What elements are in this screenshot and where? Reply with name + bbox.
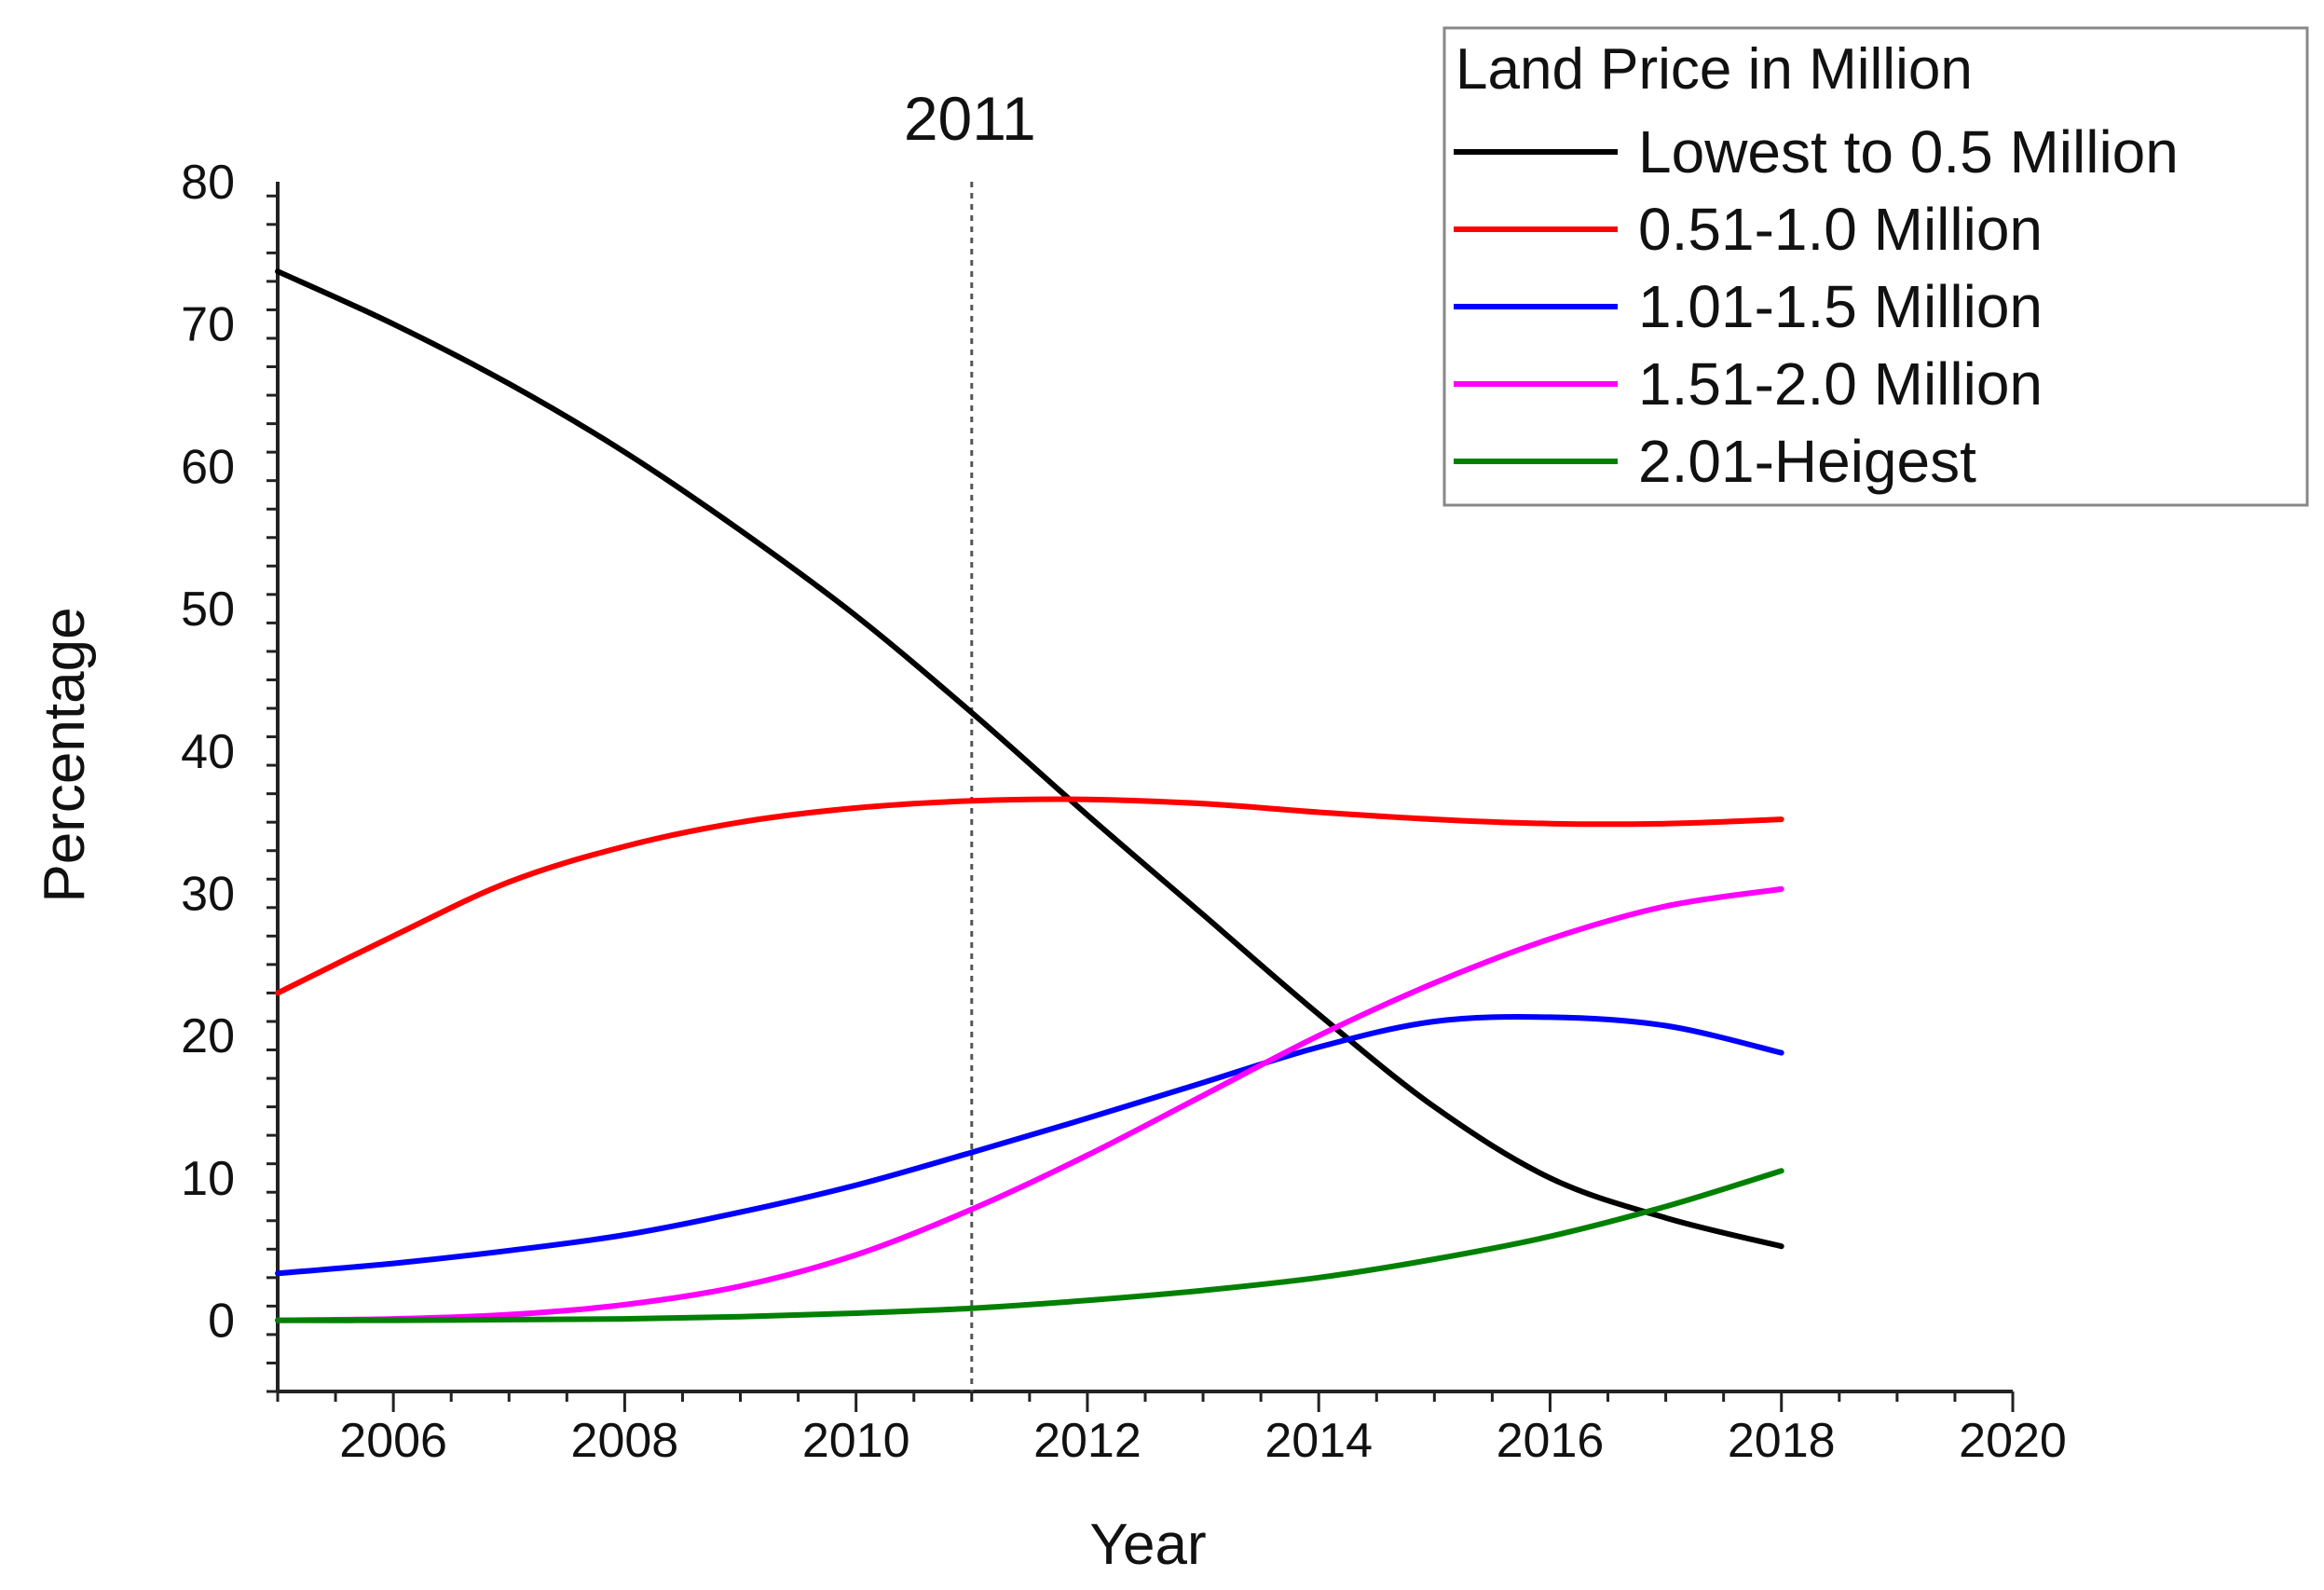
series-line-4 xyxy=(275,885,1784,1323)
series-lines xyxy=(275,268,1784,1323)
x-tick-label: 2006 xyxy=(339,1414,447,1468)
x-tick-label: 2018 xyxy=(1728,1414,1836,1468)
series-line-2 xyxy=(275,796,1784,996)
legend-label-2: 0.51-1.0 Million xyxy=(1638,196,2043,263)
x-tick-label: 2008 xyxy=(571,1414,679,1468)
series-line-5 xyxy=(275,1168,1784,1323)
y-tick-label: 80 xyxy=(181,156,235,210)
x-tick-label: 2016 xyxy=(1497,1414,1605,1468)
reference-line-label: 2011 xyxy=(904,84,1036,153)
legend-label-3: 1.01-1.5 Million xyxy=(1638,273,2043,340)
y-tick-label: 20 xyxy=(181,1009,235,1063)
y-tick-label: 30 xyxy=(181,868,235,922)
legend-label-5: 2.01-Heigest xyxy=(1638,428,1976,495)
legend: Land Price in Million Lowest to 0.5 Milli… xyxy=(1442,26,2309,507)
y-tick-label: 50 xyxy=(181,583,235,637)
x-tick-label: 2020 xyxy=(1959,1414,2067,1468)
y-tick-label: 70 xyxy=(181,298,235,352)
axes: 0 10 20 30 40 50 60 70 80 2006 2008 2010 2012 2014 201… xyxy=(181,156,2067,1468)
x-tick-label: 2014 xyxy=(1265,1414,1373,1468)
x-axis-title: Year xyxy=(1089,1513,1206,1577)
legend-box xyxy=(1442,26,2309,507)
series-line-3 xyxy=(275,1014,1784,1277)
x-tick-label: 2010 xyxy=(802,1414,910,1468)
y-tick-label: 40 xyxy=(181,725,235,779)
x-tick-label: 2012 xyxy=(1033,1414,1141,1468)
y-axis-title: Percentage xyxy=(33,607,97,902)
y-tick-label: 60 xyxy=(181,440,235,494)
legend-label-1: Lowest to 0.5 Million xyxy=(1638,118,2179,185)
y-tick-label: 10 xyxy=(181,1152,235,1206)
reference-line-group: 2011 xyxy=(904,84,1036,1391)
y-tick-label: 0 xyxy=(208,1295,235,1349)
legend-title: Land Price in Million xyxy=(1456,37,1973,102)
series-line-1 xyxy=(275,268,1784,1250)
legend-label-4: 1.51-2.0 Million xyxy=(1638,350,2043,418)
